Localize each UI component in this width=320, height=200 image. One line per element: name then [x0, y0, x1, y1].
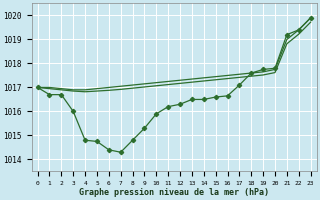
X-axis label: Graphe pression niveau de la mer (hPa): Graphe pression niveau de la mer (hPa) [79, 188, 269, 197]
